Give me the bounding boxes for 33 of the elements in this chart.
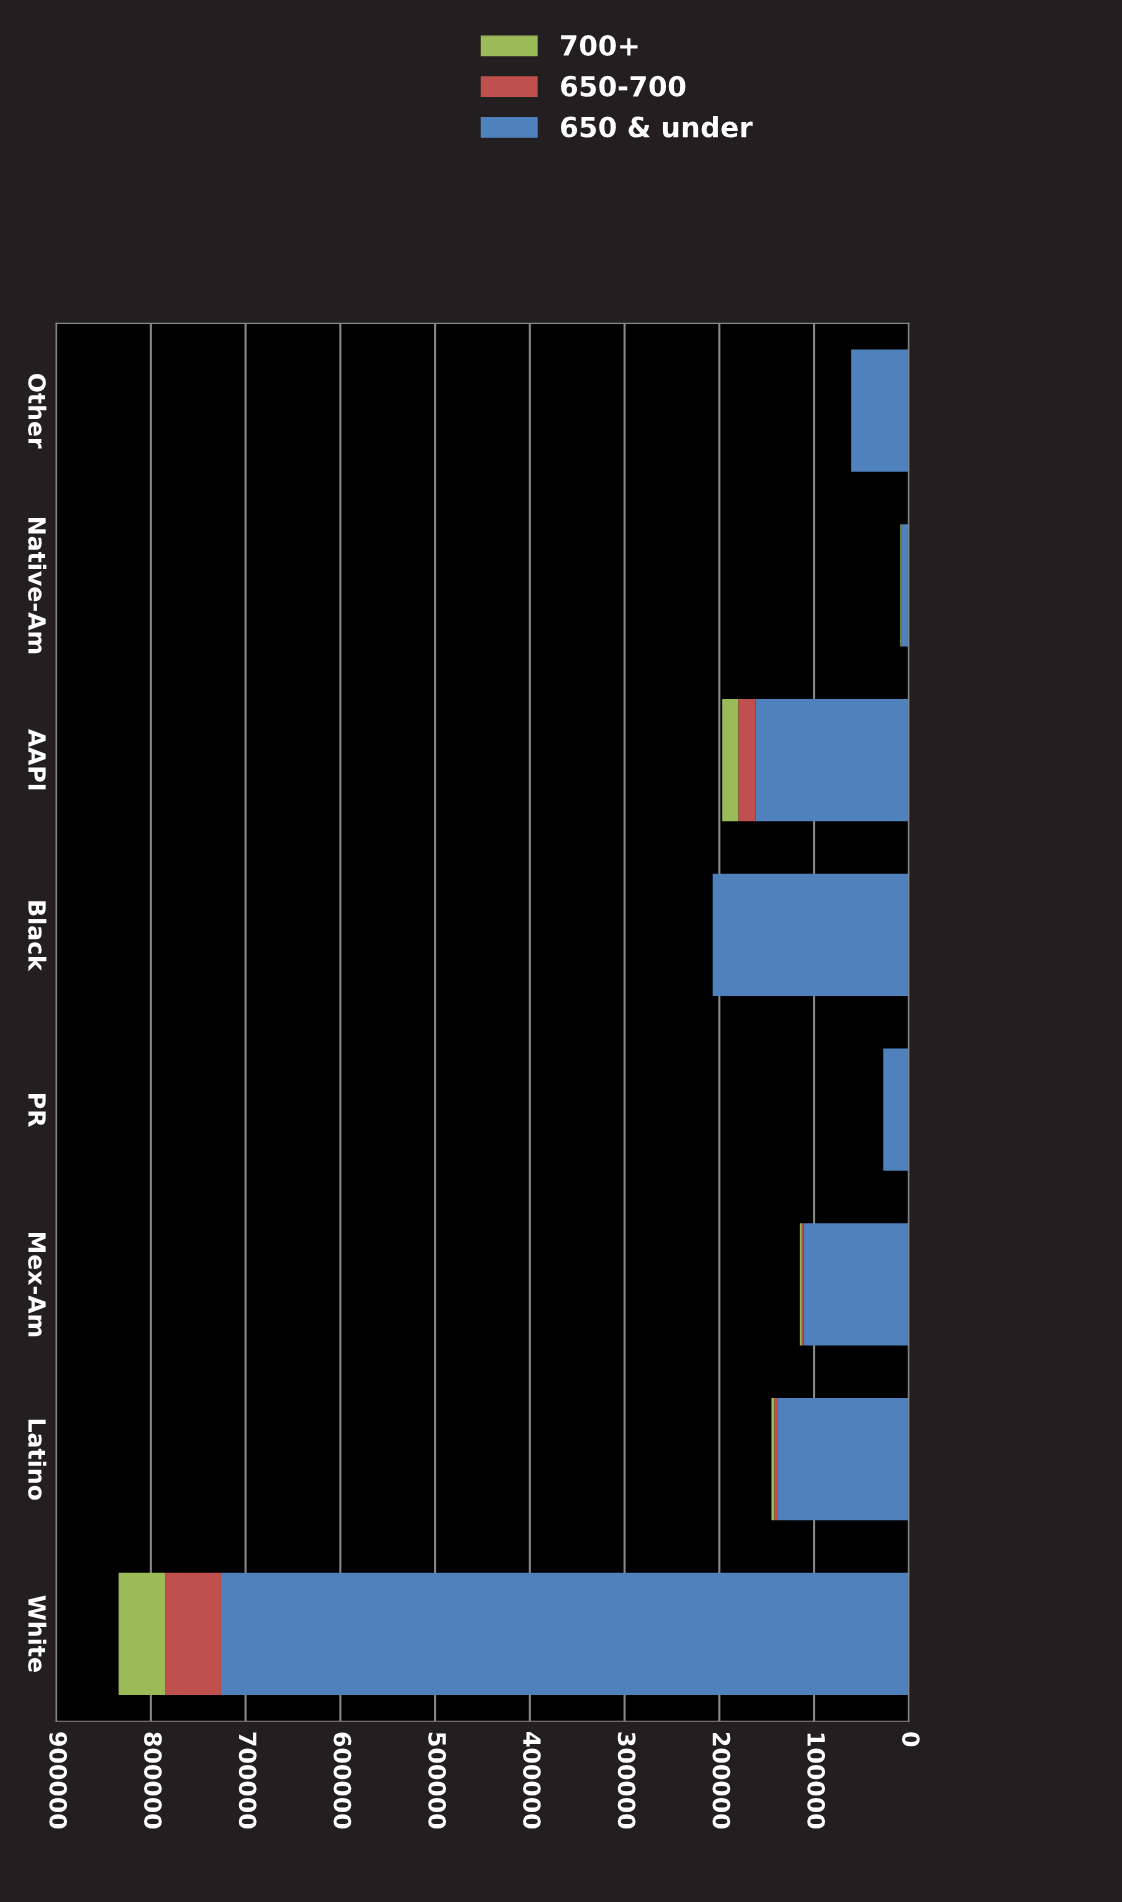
- bar: [722, 699, 739, 822]
- bar: [118, 1572, 166, 1696]
- x-tick-label: 700000: [238, 1732, 257, 1829]
- x-tick-label: 200000: [712, 1732, 731, 1829]
- bar: [851, 349, 909, 472]
- y-tick-label: Mex-Am: [28, 1232, 46, 1337]
- y-tick-label: Other: [28, 373, 47, 449]
- legend-label: 700+: [561, 35, 638, 57]
- y-tick-label: Black: [28, 901, 47, 972]
- x-tick-label: 400000: [522, 1732, 541, 1829]
- y-tick-label: PR: [28, 1094, 46, 1127]
- x-tick-label: 800000: [144, 1732, 162, 1829]
- x-tick-label: 900000: [49, 1732, 68, 1829]
- bar: [755, 699, 909, 822]
- bar: [777, 1398, 909, 1521]
- x-tick-label: 0: [901, 1732, 920, 1747]
- y-tick-label: Native-Am: [28, 518, 47, 654]
- bar: [712, 873, 909, 997]
- bar: [901, 524, 909, 647]
- x-tick-label: 600000: [333, 1732, 352, 1829]
- bar: [738, 699, 756, 822]
- legend-label: 650 & under: [560, 116, 753, 138]
- x-tick-label: 300000: [617, 1732, 636, 1829]
- bar: [165, 1572, 221, 1696]
- x-tick-label: 100000: [807, 1733, 826, 1829]
- bar: [883, 1048, 909, 1171]
- bar: [803, 1223, 909, 1346]
- legend-label: 650-700: [560, 75, 686, 97]
- y-tick-label: Latino: [28, 1419, 47, 1500]
- bar: [220, 1572, 909, 1696]
- y-tick-label: White: [28, 1595, 47, 1672]
- y-tick-label: AAPI: [28, 729, 46, 790]
- x-tick-label: 500000: [428, 1732, 447, 1829]
